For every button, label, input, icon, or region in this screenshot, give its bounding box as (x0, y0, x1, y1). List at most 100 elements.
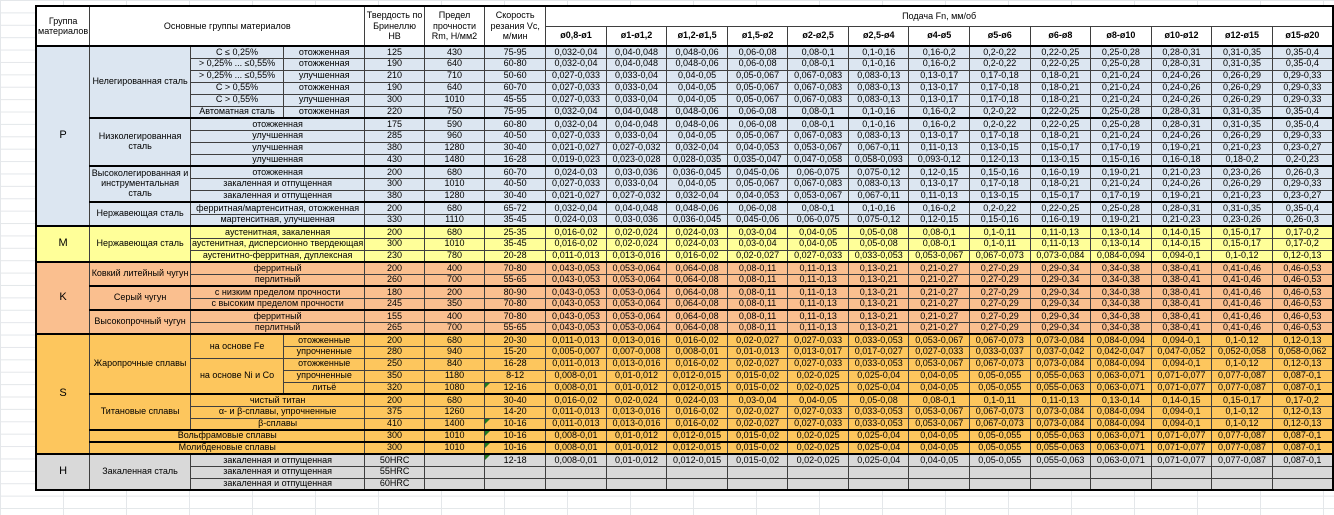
feed-cell[interactable]: 0,23-0,27 (1271, 189, 1334, 203)
feed-cell[interactable]: 0,007-0,008 (605, 345, 668, 359)
feed-cell[interactable]: 0,13-0,17 (908, 93, 971, 107)
material-state-cell[interactable]: закаленная и отпущенная (189, 177, 366, 191)
feed-cell[interactable]: 0,46-0,53 (1271, 273, 1334, 287)
feed-cell[interactable]: 0,067-0,083 (787, 69, 849, 83)
feed-cell[interactable]: 0,063-0,071 (1090, 453, 1152, 467)
feed-cell[interactable]: 0,26-0,29 (1211, 129, 1273, 143)
feed-cell[interactable] (1211, 465, 1273, 479)
feed-cell[interactable]: 0,24-0,26 (1150, 69, 1213, 83)
hardness-cell[interactable]: 330 (364, 213, 425, 227)
feed-cell[interactable]: 0,01-0,012 (605, 429, 668, 443)
cutting-speed-cell[interactable]: 60-80 (484, 57, 547, 71)
feed-cell[interactable]: 0,084-0,094 (1090, 333, 1152, 347)
feed-cell[interactable]: 0,15-0,17 (1029, 141, 1092, 155)
feed-cell[interactable]: 0,083-0,13 (847, 129, 910, 143)
feed-cell[interactable]: 0,08-0,1 (908, 225, 971, 239)
feed-cell[interactable]: 0,043-0,053 (545, 285, 607, 299)
hardness-cell[interactable]: 220 (364, 105, 425, 119)
feed-cell[interactable]: 0,08-0,1 (787, 105, 849, 119)
feed-cell[interactable]: 0,033-0,053 (847, 357, 910, 371)
strength-cell[interactable]: 710 (423, 69, 486, 83)
material-name-cell[interactable]: Нержавеющая сталь (89, 201, 191, 227)
material-state-cell[interactable]: аустенитная, дисперсионно твердеющая (189, 237, 366, 251)
feed-cell[interactable]: 0,067-0,11 (847, 141, 910, 155)
feed-cell[interactable]: 0,011-0,013 (545, 357, 607, 371)
feed-cell[interactable]: 0,29-0,34 (1029, 285, 1092, 299)
hardness-cell[interactable]: 200 (364, 393, 425, 407)
feed-cell[interactable]: 0,047-0,058 (787, 153, 849, 167)
feed-cell[interactable] (1271, 477, 1334, 491)
feed-cell[interactable]: 0,084-0,094 (1090, 249, 1152, 263)
feed-cell[interactable]: 0,27-0,29 (969, 321, 1031, 335)
feed-cell[interactable]: 0,064-0,08 (666, 309, 728, 323)
material-state-cell[interactable]: аустенитная, закаленная (189, 225, 366, 239)
cutting-speed-cell[interactable]: 14-20 (484, 405, 547, 419)
feed-cell[interactable]: 0,075-0,12 (847, 213, 910, 227)
header-diameter-range[interactable]: ø5-ø6 (969, 25, 1031, 47)
feed-cell[interactable]: 0,18-0,21 (1029, 93, 1092, 107)
feed-cell[interactable]: 0,015-0,02 (726, 441, 789, 455)
feed-cell[interactable]: 0,2-0,22 (969, 117, 1031, 131)
material-subgroup-cell[interactable]: C > 0,55% (189, 81, 285, 95)
feed-cell[interactable]: 0,077-0,087 (1211, 381, 1273, 395)
cutting-speed-cell[interactable]: 10-16 (484, 417, 547, 431)
material-state-cell[interactable]: отожженная (283, 45, 366, 59)
feed-cell[interactable]: 0,13-0,17 (908, 69, 971, 83)
feed-cell[interactable]: 0,28-0,31 (1150, 201, 1213, 215)
cutting-speed-cell[interactable]: 60-70 (484, 81, 547, 95)
feed-cell[interactable]: 0,064-0,08 (666, 261, 728, 275)
strength-cell[interactable]: 1260 (423, 405, 486, 419)
feed-cell[interactable]: 0,013-0,017 (787, 345, 849, 359)
feed-cell[interactable]: 0,016-0,02 (666, 357, 728, 371)
feed-cell[interactable] (787, 477, 849, 491)
feed-cell[interactable]: 0,043-0,053 (545, 273, 607, 287)
feed-cell[interactable]: 0,053-0,064 (605, 261, 668, 275)
feed-cell[interactable]: 0,053-0,067 (908, 249, 971, 263)
feed-cell[interactable]: 0,1-0,12 (1211, 333, 1273, 347)
feed-cell[interactable]: 0,04-0,05 (787, 237, 849, 251)
feed-cell[interactable]: 0,34-0,38 (1090, 273, 1152, 287)
material-subgroup-cell[interactable]: C > 0,55% (189, 93, 285, 107)
feed-cell[interactable]: 0,26-0,29 (1211, 177, 1273, 191)
feed-cell[interactable]: 0,13-0,17 (908, 177, 971, 191)
feed-cell[interactable]: 0,11-0,13 (787, 285, 849, 299)
hardness-cell[interactable]: 300 (364, 93, 425, 107)
feed-cell[interactable]: 0,02-0,024 (605, 237, 668, 251)
cutting-speed-cell[interactable]: 75-95 (484, 45, 547, 59)
feed-cell[interactable]: 0,28-0,31 (1150, 105, 1213, 119)
feed-cell[interactable]: 0,06-0,08 (726, 45, 789, 59)
cutting-speed-cell[interactable]: 25-35 (484, 225, 547, 239)
feed-cell[interactable]: 0,21-0,24 (1090, 129, 1152, 143)
feed-cell[interactable]: 0,08-0,1 (787, 45, 849, 59)
header-diameter-range[interactable]: ø12-ø15 (1211, 25, 1273, 47)
material-state-cell[interactable]: закаленная и отпущенная (189, 189, 366, 203)
feed-cell[interactable]: 0,01-0,012 (605, 381, 668, 395)
feed-cell[interactable]: 0,1-0,11 (969, 393, 1031, 407)
feed-cell[interactable]: 0,06-0,08 (726, 105, 789, 119)
feed-cell[interactable]: 0,41-0,46 (1211, 261, 1273, 275)
feed-cell[interactable]: 0,063-0,071 (1090, 429, 1152, 443)
feed-cell[interactable]: 0,1-0,16 (847, 105, 910, 119)
header-diameter-range[interactable]: ø1,2-ø1,5 (666, 25, 728, 47)
feed-cell[interactable]: 0,04-0,05 (666, 81, 728, 95)
hardness-cell[interactable]: 200 (364, 225, 425, 239)
feed-cell[interactable]: 0,17-0,2 (1271, 393, 1334, 407)
cutting-speed-cell[interactable]: 55-65 (484, 321, 547, 335)
feed-cell[interactable]: 0,41-0,46 (1211, 285, 1273, 299)
feed-cell[interactable]: 0,31-0,35 (1211, 105, 1273, 119)
hardness-cell[interactable]: 375 (364, 405, 425, 419)
strength-cell[interactable]: 1180 (423, 369, 486, 383)
feed-cell[interactable] (1029, 477, 1092, 491)
feed-cell[interactable]: 0,22-0,25 (1029, 45, 1092, 59)
feed-cell[interactable]: 0,22-0,25 (1029, 105, 1092, 119)
material-subgroup-cell[interactable]: > 0,25% ... ≤0,55% (189, 69, 285, 83)
feed-cell[interactable]: 0,064-0,08 (666, 297, 728, 311)
cutting-speed-cell[interactable]: 30-40 (484, 393, 547, 407)
feed-cell[interactable]: 0,19-0,21 (1150, 189, 1213, 203)
feed-cell[interactable]: 0,048-0,06 (666, 117, 728, 131)
feed-cell[interactable]: 0,04-0,048 (605, 57, 668, 71)
feed-cell[interactable]: 0,067-0,083 (787, 81, 849, 95)
feed-cell[interactable]: 0,011-0,013 (545, 417, 607, 431)
feed-cell[interactable]: 0,015-0,02 (726, 369, 789, 383)
feed-cell[interactable]: 0,04-0,05 (908, 441, 971, 455)
